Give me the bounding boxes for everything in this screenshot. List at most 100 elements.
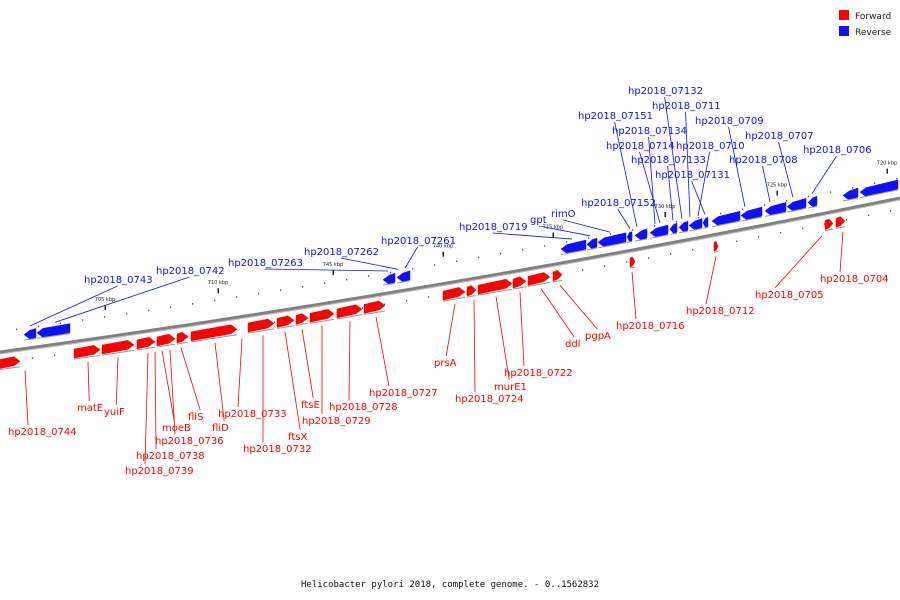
leader-line	[685, 111, 691, 218]
reverse-gene-label: hp2018_07132	[628, 86, 703, 97]
label-layer: hp2018_0743hp2018_0742hp2018_07263hp2018…	[8, 86, 889, 477]
leader-line	[540, 288, 575, 338]
reverse-gene-label: hp2018_0709	[695, 116, 764, 127]
tick-mark	[552, 232, 554, 238]
tick-label: 705 kbp	[95, 297, 115, 303]
gene-arrow	[73, 345, 101, 359]
gene-arrow	[711, 210, 741, 226]
gene-arrow	[824, 218, 834, 230]
leader-layer	[24, 96, 844, 465]
gene-arrow	[807, 195, 818, 208]
leader-line	[24, 370, 29, 426]
leader-line	[375, 316, 390, 387]
tick-layer: 705 kbp 710 kbp 715 kbp 720 kbp 725 kbp 730 k…	[95, 161, 897, 311]
gene-arrow	[649, 224, 669, 238]
gene-arrow	[190, 324, 238, 342]
forward-gene-label: hp2018_0705	[755, 290, 824, 301]
tick-mark	[886, 168, 888, 174]
leader-line	[811, 155, 837, 194]
gene-arrow	[842, 187, 859, 201]
gene-layer	[0, 179, 899, 370]
gene-arrow	[713, 241, 719, 252]
leader-line	[697, 151, 710, 216]
leader-line	[54, 276, 190, 323]
leader-line	[728, 126, 746, 207]
leader-line	[284, 331, 301, 431]
gene-arrow	[678, 220, 689, 233]
gene-arrow	[247, 318, 275, 333]
gene-arrow	[136, 336, 156, 350]
leader-line	[648, 136, 656, 224]
leader-line	[404, 246, 418, 269]
reverse-gene-label: hp2018_0743	[84, 275, 153, 286]
forward-gene-label: moeB	[162, 423, 191, 434]
leader-line	[237, 338, 243, 408]
gene-arrow	[560, 239, 587, 254]
gene-arrow	[669, 222, 678, 234]
leader-line	[214, 342, 225, 422]
gene-arrow	[859, 179, 899, 197]
forward-gene-label: fliD	[212, 423, 229, 434]
gene-arrow	[634, 228, 648, 241]
legend: Forward Reverse	[839, 10, 892, 38]
forward-gene-label: hp2018_0724	[455, 394, 524, 405]
gene-arrow	[0, 356, 21, 369]
leader-line	[762, 165, 771, 203]
tick-mark	[104, 305, 106, 311]
reverse-gene-label: hp2018_0742	[156, 266, 225, 277]
gene-arrow	[786, 198, 807, 212]
leader-line	[691, 180, 706, 215]
legend-forward-label: Forward	[855, 12, 891, 22]
gene-arrow	[176, 332, 189, 344]
leader-line	[301, 328, 314, 399]
leader-line	[539, 225, 591, 237]
tick-mark	[217, 288, 219, 294]
reverse-gene-label: hp2018_0708	[729, 155, 798, 166]
forward-gene-label: hp2018_0716	[616, 321, 685, 332]
forward-gene-label: ddl	[565, 339, 580, 350]
reverse-gene-label: hp2018_0719	[459, 222, 528, 233]
gene-arrow	[396, 270, 411, 283]
forward-gene-label: ftsE	[301, 400, 320, 411]
reverse-gene-label: hp2018_0710	[676, 141, 745, 152]
tick-label: 730 kbp	[655, 204, 675, 210]
leader-line	[839, 231, 844, 273]
gene-arrow	[586, 237, 598, 250]
forward-gene-label: hp2018_0744	[8, 427, 77, 438]
forward-gene-label: ftsX	[288, 432, 307, 443]
gene-arrow	[442, 287, 466, 301]
forward-gene-label: hp2018_0729	[302, 416, 371, 427]
forward-gene-label: hp2018_0733	[218, 409, 287, 420]
leader-line	[180, 347, 201, 411]
forward-gene-label: fliS	[188, 412, 203, 423]
gene-arrow	[512, 276, 527, 289]
forward-gene-label: hp2018_0704	[820, 274, 889, 285]
leader-line	[614, 121, 638, 228]
reverse-gene-label: hp2018_07262	[304, 247, 379, 258]
gene-arrow	[552, 270, 563, 282]
reverse-gene-label: hp2018_07263	[228, 258, 303, 269]
reverse-gene-label: hp2018_07261	[381, 236, 456, 247]
leader-line	[639, 151, 661, 224]
gene-arrow	[835, 216, 846, 228]
tick-label: 720 kbp	[877, 161, 897, 167]
legend-reverse-label: Reverse	[855, 28, 892, 38]
gene-arrow	[477, 278, 513, 295]
gene-arrow	[309, 309, 335, 323]
gene-arrow	[295, 313, 309, 325]
leader-line	[348, 321, 351, 401]
forward-gene-label: yuiF	[104, 407, 125, 418]
leader-line	[169, 349, 176, 435]
leader-line	[445, 303, 456, 357]
leader-line	[29, 285, 118, 327]
tick-label: 715 kbp	[543, 224, 563, 230]
forward-gene-label: hp2018_0712	[686, 306, 755, 317]
leader-line	[667, 165, 674, 221]
genome-backbone	[0, 196, 900, 354]
tick-label: 710 kbp	[208, 280, 228, 286]
leader-line	[492, 232, 573, 240]
reverse-gene-label: hp2018_07134	[612, 126, 687, 137]
reverse-gene-label: hp2018_07151	[578, 111, 653, 122]
gene-arrow	[363, 300, 386, 314]
